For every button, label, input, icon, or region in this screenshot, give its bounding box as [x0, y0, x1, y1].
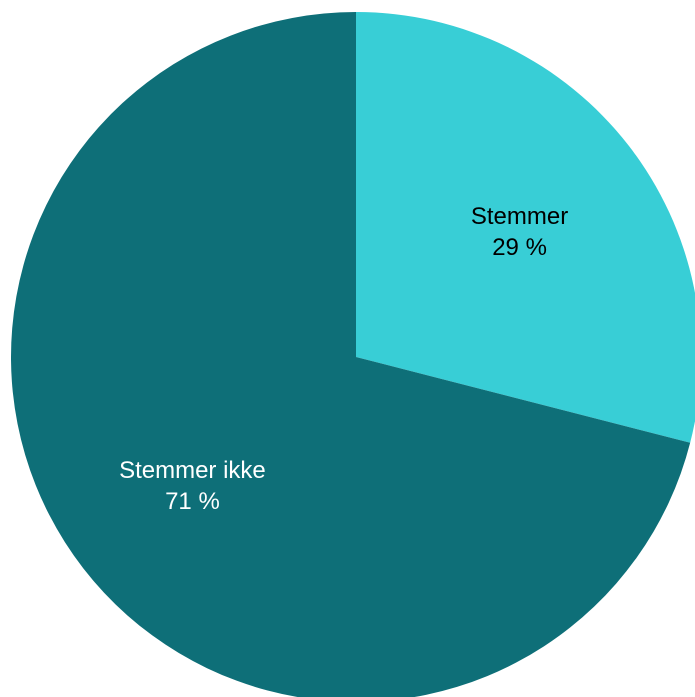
pie-labels: Stemmer 29 % Stemmer ikke 71 %	[119, 203, 568, 515]
slice-value-stemmer: 29 %	[492, 234, 547, 261]
pie-slice-stemmer	[356, 12, 695, 443]
slice-value-stemmer-ikke: 71 %	[165, 488, 220, 515]
slice-label-stemmer: Stemmer	[471, 203, 568, 230]
slice-label-stemmer-ikke: Stemmer ikke	[119, 457, 266, 484]
pie-slice-stemmer-ikke	[11, 12, 691, 697]
pie-slices	[11, 12, 695, 697]
